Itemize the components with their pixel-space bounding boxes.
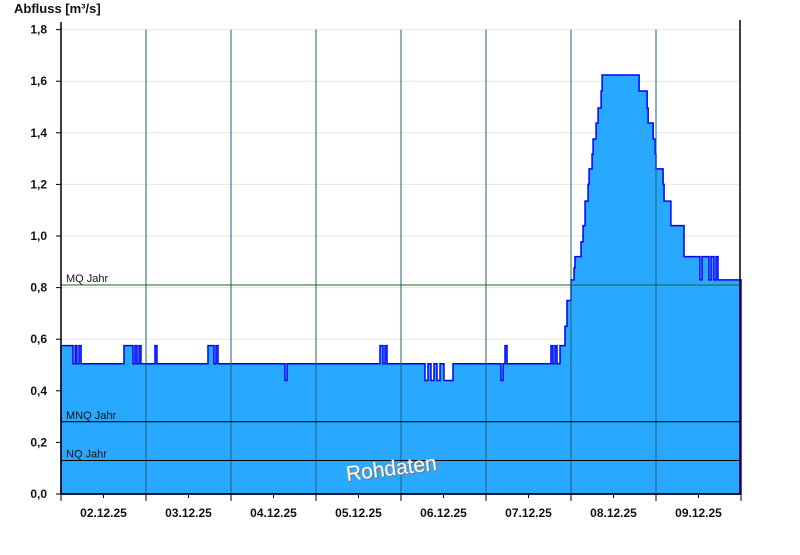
x-tick-label: 07.12.25	[505, 506, 552, 520]
y-tick-label: 1,0	[30, 229, 47, 243]
y-tick-label: 0,6	[30, 332, 47, 346]
x-tick-label: 09.12.25	[675, 506, 722, 520]
x-tick-label: 08.12.25	[590, 506, 637, 520]
y-tick-label: 0,0	[30, 487, 47, 501]
y-tick-label: 0,4	[30, 384, 47, 398]
y-tick-label: 0,2	[30, 435, 47, 449]
y-tick-label: 1,8	[30, 23, 47, 37]
x-axis-ticks: 02.12.25 03.12.25 04.12.25 05.12.25 06.12.25…	[60, 494, 742, 520]
reference-lines: MQ Jahr MNQ Jahr NQ Jahr	[61, 273, 741, 461]
y-axis-title: Abfluss [m³/s]	[14, 1, 101, 16]
x-tick-label: 05.12.25	[335, 506, 382, 520]
x-tick-label: 02.12.25	[80, 506, 127, 520]
y-tick-label: 1,6	[30, 74, 47, 88]
x-tick-label: 06.12.25	[420, 506, 467, 520]
reference-line-label: MQ Jahr	[66, 273, 109, 285]
day-lines	[145, 29, 657, 494]
y-tick-label: 0,8	[30, 281, 47, 295]
x-tick-label: 04.12.25	[250, 506, 297, 520]
y-axis-ticks: 0,0 0,2 0,4 0,6 0,8 1,0 1,2 1,4 1,6 1,8	[30, 23, 61, 501]
reference-line-label: NQ Jahr	[66, 448, 107, 460]
x-tick-label: 03.12.25	[165, 506, 212, 520]
reference-line-label: MNQ Jahr	[66, 410, 116, 422]
y-tick-label: 1,4	[30, 126, 47, 140]
y-tick-label: 1,2	[30, 177, 47, 191]
